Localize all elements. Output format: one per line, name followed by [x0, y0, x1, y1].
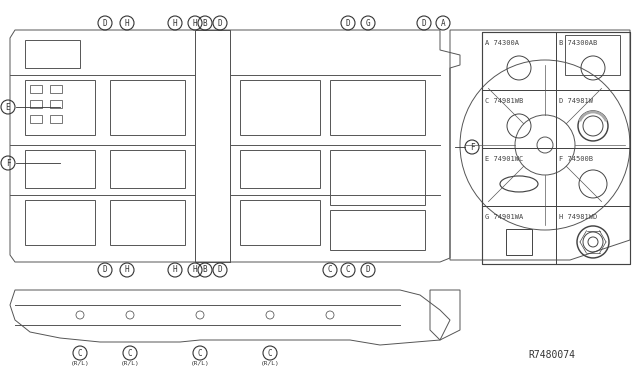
Bar: [565, 35, 620, 75]
Text: D: D: [102, 266, 108, 275]
Text: H: H: [173, 19, 177, 28]
Text: B 74300AB: B 74300AB: [559, 40, 597, 46]
Bar: [25, 150, 95, 188]
Text: F 74500B: F 74500B: [559, 156, 593, 162]
Text: R7480074: R7480074: [528, 350, 575, 360]
Text: B: B: [203, 19, 207, 28]
Text: D: D: [102, 19, 108, 28]
Text: H: H: [173, 266, 177, 275]
Text: F: F: [6, 158, 10, 167]
Bar: [482, 148, 556, 206]
Bar: [50, 100, 62, 108]
Bar: [110, 150, 185, 188]
Bar: [50, 115, 62, 123]
Bar: [25, 40, 80, 68]
Text: A 74300A: A 74300A: [485, 40, 519, 46]
Bar: [556, 148, 630, 206]
Bar: [330, 80, 425, 135]
Bar: [482, 206, 556, 264]
Text: H 74981WD: H 74981WD: [559, 214, 597, 220]
Text: E: E: [6, 103, 10, 112]
Bar: [482, 32, 556, 90]
Bar: [482, 90, 556, 148]
Text: C: C: [346, 266, 350, 275]
Text: H: H: [125, 19, 129, 28]
Bar: [556, 206, 630, 264]
Text: (R/L): (R/L): [191, 362, 209, 366]
Bar: [506, 229, 532, 255]
Bar: [50, 85, 62, 93]
Bar: [30, 100, 42, 108]
Text: B: B: [203, 266, 207, 275]
Text: C 74981WB: C 74981WB: [485, 98, 524, 104]
Text: D: D: [365, 266, 371, 275]
Text: G 74901WA: G 74901WA: [485, 214, 524, 220]
Bar: [110, 200, 185, 245]
Text: D: D: [422, 19, 426, 28]
Text: (R/L): (R/L): [120, 362, 140, 366]
Bar: [330, 150, 425, 205]
Bar: [30, 115, 42, 123]
Text: D 74981W: D 74981W: [559, 98, 593, 104]
Bar: [482, 32, 630, 264]
Text: C: C: [198, 349, 202, 357]
Bar: [240, 200, 320, 245]
Text: E 74901WC: E 74901WC: [485, 156, 524, 162]
Bar: [110, 80, 185, 135]
Text: (R/L): (R/L): [260, 362, 280, 366]
Text: C: C: [77, 349, 83, 357]
Text: H: H: [193, 266, 197, 275]
Text: D: D: [346, 19, 350, 28]
Bar: [240, 80, 320, 135]
Bar: [25, 200, 95, 245]
Text: A: A: [441, 19, 445, 28]
Text: C: C: [268, 349, 272, 357]
Text: F: F: [470, 142, 474, 151]
Text: D: D: [218, 266, 222, 275]
Bar: [195, 30, 230, 262]
Text: D: D: [218, 19, 222, 28]
Bar: [330, 210, 425, 250]
Bar: [556, 90, 630, 148]
Text: G: G: [365, 19, 371, 28]
Bar: [240, 150, 320, 188]
Bar: [30, 85, 42, 93]
Bar: [556, 32, 630, 90]
Text: (R/L): (R/L): [70, 362, 90, 366]
Bar: [25, 80, 95, 135]
Text: C: C: [128, 349, 132, 357]
Text: H: H: [125, 266, 129, 275]
Text: H: H: [193, 19, 197, 28]
Text: C: C: [328, 266, 332, 275]
